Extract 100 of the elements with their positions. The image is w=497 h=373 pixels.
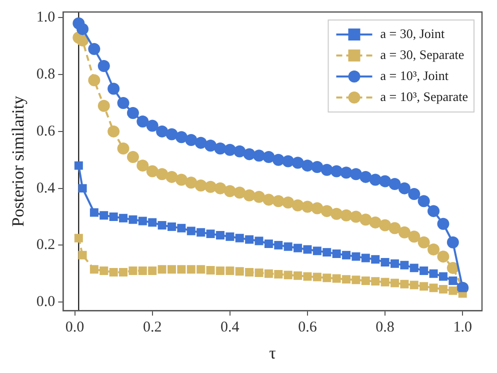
point	[388, 178, 401, 190]
point	[148, 266, 157, 276]
y-tick-label: 0.8	[36, 66, 56, 82]
point	[428, 205, 440, 218]
point	[245, 235, 254, 244]
point	[311, 160, 324, 173]
point	[214, 182, 226, 194]
point	[371, 255, 380, 264]
point	[388, 222, 401, 234]
point	[126, 151, 139, 164]
point	[186, 265, 196, 274]
y-axis-title: Posterior similarity	[8, 95, 28, 227]
point	[194, 136, 207, 149]
point	[166, 128, 178, 140]
point	[380, 258, 390, 266]
x-tick-label: 0.6	[298, 320, 318, 336]
point	[90, 208, 98, 217]
point	[196, 265, 206, 274]
point	[128, 215, 138, 224]
point	[410, 264, 418, 272]
point	[235, 234, 244, 242]
point	[420, 266, 428, 276]
point	[264, 269, 273, 278]
legend-label: a = 10³, Joint	[380, 68, 449, 83]
y-tick-label: 0.2	[36, 237, 56, 254]
point	[148, 218, 157, 227]
point	[437, 250, 450, 263]
point	[177, 265, 186, 274]
point	[332, 274, 341, 283]
point	[429, 284, 438, 292]
point	[156, 125, 168, 138]
point	[78, 184, 87, 193]
point	[100, 211, 108, 220]
point	[301, 200, 314, 213]
point	[158, 221, 166, 230]
point	[284, 270, 292, 280]
point	[108, 82, 120, 95]
point	[146, 120, 158, 132]
point	[448, 286, 458, 295]
point	[446, 262, 459, 274]
point	[408, 188, 420, 200]
point	[322, 248, 332, 257]
point	[175, 174, 188, 186]
point	[361, 276, 370, 285]
point	[312, 272, 322, 282]
point	[204, 180, 217, 193]
y-tick-label: 0.0	[36, 294, 56, 310]
point	[274, 240, 283, 250]
point	[418, 195, 430, 208]
point	[429, 269, 438, 278]
point	[234, 186, 246, 199]
point	[428, 243, 440, 256]
legend-label: a = 30, Joint	[380, 26, 446, 41]
point	[76, 34, 89, 46]
x-tick-label: 0.2	[142, 320, 162, 336]
point	[216, 230, 224, 240]
point	[234, 145, 246, 158]
point	[108, 125, 120, 138]
point	[226, 232, 234, 241]
point	[254, 236, 264, 246]
point	[224, 185, 236, 198]
x-tick-label: 0.8	[376, 320, 394, 336]
point	[360, 214, 372, 226]
point	[100, 266, 108, 276]
legend-label: a = 30, Separate	[380, 46, 464, 62]
point	[284, 242, 292, 251]
point	[166, 170, 178, 183]
point	[379, 219, 392, 232]
point	[264, 240, 273, 248]
point	[98, 100, 110, 112]
point	[74, 234, 83, 242]
point	[398, 226, 410, 238]
point	[117, 97, 130, 109]
point	[410, 280, 418, 290]
x-tick-label: 1.0	[453, 320, 472, 336]
point	[119, 214, 128, 222]
y-tick-label: 1.0	[36, 10, 56, 26]
point	[177, 224, 186, 232]
point	[196, 228, 206, 237]
point	[206, 230, 215, 238]
point	[98, 60, 110, 72]
point	[214, 142, 226, 155]
point	[158, 265, 166, 274]
point	[226, 266, 234, 276]
point	[136, 160, 149, 172]
point	[312, 246, 322, 256]
point	[322, 274, 332, 282]
point	[272, 195, 284, 208]
point	[390, 278, 399, 288]
point	[292, 156, 304, 169]
point	[76, 23, 89, 36]
point	[136, 115, 149, 128]
point	[126, 106, 139, 119]
point	[446, 236, 459, 248]
point	[303, 272, 312, 281]
x-axis-title: τ	[269, 343, 276, 362]
point	[342, 250, 351, 260]
point	[156, 168, 168, 180]
point	[398, 182, 410, 194]
point	[418, 236, 430, 248]
